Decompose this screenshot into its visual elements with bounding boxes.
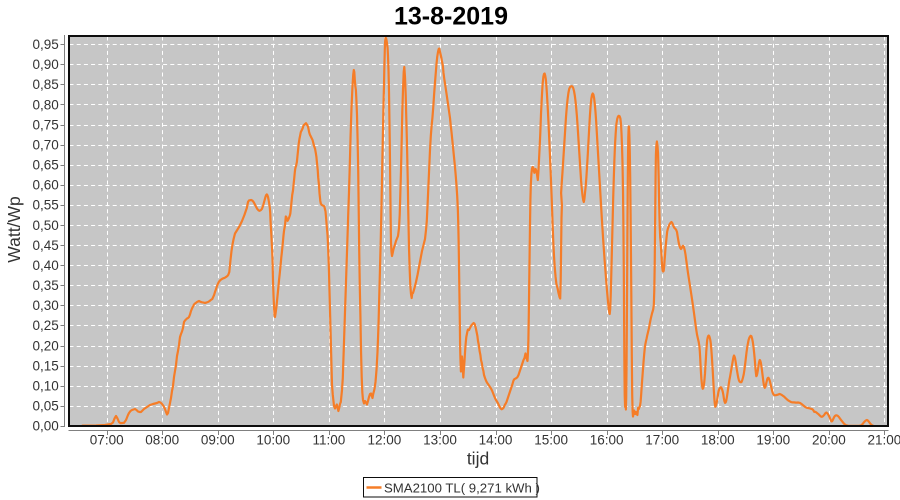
svg-text:0,05: 0,05	[33, 399, 59, 414]
svg-text:11:00: 11:00	[313, 433, 346, 448]
svg-text:0,25: 0,25	[33, 318, 59, 333]
svg-text:10:00: 10:00	[256, 433, 290, 448]
svg-text:20:00: 20:00	[812, 433, 846, 448]
svg-text:tijd: tijd	[467, 449, 489, 469]
svg-text:0,55: 0,55	[33, 198, 59, 213]
svg-text:13:00: 13:00	[423, 433, 457, 448]
svg-text:0,75: 0,75	[33, 117, 59, 132]
svg-text:14:00: 14:00	[479, 433, 513, 448]
svg-text:0,30: 0,30	[33, 298, 59, 313]
svg-text:0,15: 0,15	[33, 358, 59, 373]
svg-text:16:00: 16:00	[590, 433, 624, 448]
svg-text:13-8-2019: 13-8-2019	[394, 3, 508, 31]
svg-text:09:00: 09:00	[201, 433, 235, 448]
svg-text:17:00: 17:00	[645, 433, 679, 448]
svg-text:15:00: 15:00	[534, 433, 568, 448]
svg-text:18:00: 18:00	[701, 433, 735, 448]
svg-text:0,65: 0,65	[33, 158, 59, 173]
svg-text:19:00: 19:00	[756, 433, 790, 448]
svg-text:0,80: 0,80	[33, 97, 59, 112]
svg-text:0,90: 0,90	[33, 57, 59, 72]
svg-text:0,85: 0,85	[33, 77, 59, 92]
svg-text:0,45: 0,45	[33, 238, 59, 253]
svg-text:0,60: 0,60	[33, 178, 59, 193]
svg-text:0,70: 0,70	[33, 137, 59, 152]
svg-text:08:00: 08:00	[145, 433, 179, 448]
svg-text:0,20: 0,20	[33, 338, 59, 353]
svg-text:07:00: 07:00	[90, 433, 124, 448]
svg-text:0,50: 0,50	[33, 218, 59, 233]
svg-text:Watt/Wp: Watt/Wp	[4, 196, 24, 262]
svg-text:SMA2100 TL( 9,271 kWh ): SMA2100 TL( 9,271 kWh )	[384, 480, 540, 495]
svg-text:0,00: 0,00	[33, 419, 59, 434]
svg-text:0,95: 0,95	[33, 37, 59, 52]
svg-text:12:00: 12:00	[368, 433, 402, 448]
svg-text:21:00: 21:00	[868, 433, 900, 448]
svg-text:0,10: 0,10	[33, 379, 59, 394]
svg-text:0,40: 0,40	[33, 258, 59, 273]
svg-text:0,35: 0,35	[33, 278, 59, 293]
